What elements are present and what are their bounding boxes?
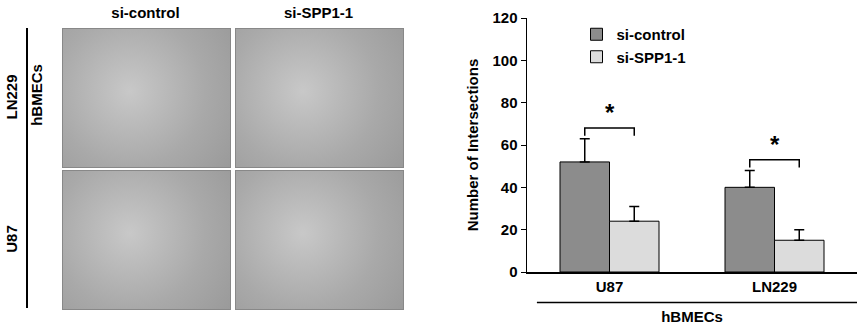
svg-text:0: 0 [509, 263, 517, 280]
svg-text:U87: U87 [596, 278, 624, 295]
svg-text:80: 80 [501, 94, 518, 111]
html-text:LN229: LN229 [3, 74, 20, 120]
svg-text:*: * [605, 99, 615, 126]
svg-text:40: 40 [501, 179, 518, 196]
svg-text:LN229: LN229 [752, 278, 797, 295]
html-text:si-SPP1-1: si-SPP1-1 [283, 4, 354, 21]
html-text:U87: U87 [3, 225, 20, 253]
svg-text:si-SPP1-1: si-SPP1-1 [617, 49, 686, 66]
html-text:si-control: si-control [111, 4, 180, 21]
svg-text:si-control: si-control [617, 26, 685, 43]
svg-text:Number of Intersections: Number of Intersections [464, 59, 481, 232]
svg-text:60: 60 [501, 136, 518, 153]
svg-text:100: 100 [492, 52, 517, 69]
svg-text:120: 120 [492, 9, 517, 26]
svg-text:*: * [770, 131, 780, 158]
svg-text:20: 20 [501, 221, 518, 238]
html-text:hBMECs: hBMECs [28, 64, 45, 126]
svg-text:hBMECs: hBMECs [661, 308, 723, 325]
